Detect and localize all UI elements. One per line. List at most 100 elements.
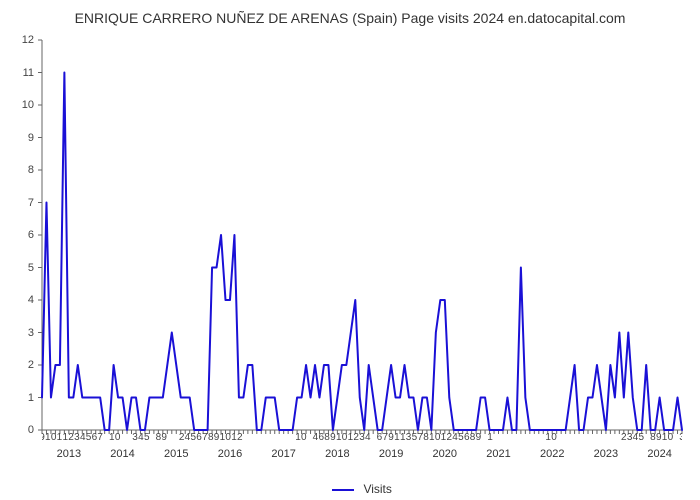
x-tick-label: 7 xyxy=(97,432,103,443)
x-year-label: 2023 xyxy=(594,448,618,460)
y-tick-label: 4 xyxy=(28,294,34,306)
x-tick-label: 9 xyxy=(214,432,220,443)
x-tick-label: 6 xyxy=(196,432,202,443)
x-tick-label: 8 xyxy=(650,432,656,443)
legend-label: Visits xyxy=(363,482,391,496)
x-tick-label: 6 xyxy=(318,432,324,443)
legend-swatch xyxy=(332,489,354,491)
x-tick-label: 4 xyxy=(313,432,319,443)
y-tick-label: 9 xyxy=(28,132,34,144)
x-tick-label: 5 xyxy=(86,432,92,443)
x-tick-label: 1 xyxy=(109,432,115,443)
x-tick-label: 8 xyxy=(423,432,429,443)
x-tick-label: 0 xyxy=(551,432,557,443)
x-tick-label: 1 xyxy=(336,432,342,443)
x-tick-label: 1 xyxy=(429,432,435,443)
x-tick-label: 7 xyxy=(382,432,388,443)
x-tick-label: 4 xyxy=(80,432,86,443)
chart-svg xyxy=(42,40,682,430)
x-tick-label: 8 xyxy=(324,432,330,443)
x-tick-label: 1 xyxy=(400,432,406,443)
x-minor-ticks: 9101123456710345892456789101210468910123… xyxy=(42,432,682,446)
x-tick-label: 1 xyxy=(231,432,237,443)
x-tick-label: 9 xyxy=(656,432,662,443)
x-tick-label: 2 xyxy=(353,432,359,443)
x-tick-label: 1 xyxy=(662,432,668,443)
x-tick-label: 1 xyxy=(487,432,493,443)
x-tick-label: 5 xyxy=(412,432,418,443)
x-tick-label: 0 xyxy=(435,432,441,443)
x-tick-label: 0 xyxy=(668,432,674,443)
x-tick-label: 5 xyxy=(190,432,196,443)
x-tick-label: 4 xyxy=(633,432,639,443)
x-tick-label: 2 xyxy=(621,432,627,443)
x-tick-label: 2 xyxy=(446,432,452,443)
x-tick-label: 0 xyxy=(115,432,121,443)
y-tick-label: 11 xyxy=(23,67,34,79)
y-tick-label: 1 xyxy=(28,392,34,404)
x-year-label: 2020 xyxy=(433,448,457,460)
x-tick-label: 3 xyxy=(74,432,80,443)
x-tick-label: 1 xyxy=(295,432,301,443)
y-tick-label: 2 xyxy=(28,359,34,371)
x-tick-label: 1 xyxy=(545,432,551,443)
x-tick-label: 2 xyxy=(237,432,243,443)
x-tick-label: 1 xyxy=(62,432,68,443)
chart-container: ENRIQUE CARRERO NUÑEZ DE ARENAS (Spain) … xyxy=(0,0,700,500)
x-tick-label: 5 xyxy=(458,432,464,443)
x-tick-label: 5 xyxy=(638,432,644,443)
x-axis-labels: 9101123456710345892456789101210468910123… xyxy=(42,432,682,472)
x-tick-label: 1 xyxy=(441,432,447,443)
x-year-label: 2024 xyxy=(647,448,671,460)
x-tick-label: 6 xyxy=(464,432,470,443)
x-tick-label: 5 xyxy=(144,432,150,443)
y-tick-label: 8 xyxy=(28,164,34,176)
x-tick-label: 8 xyxy=(470,432,476,443)
x-tick-label: 9 xyxy=(476,432,482,443)
x-tick-label: 9 xyxy=(161,432,167,443)
x-year-label: 2013 xyxy=(57,448,81,460)
x-tick-label: 3 xyxy=(679,432,682,443)
y-tick-label: 5 xyxy=(28,262,34,274)
x-tick-label: 3 xyxy=(132,432,138,443)
x-tick-label: 3 xyxy=(627,432,633,443)
y-tick-label: 0 xyxy=(28,424,34,436)
x-year-label: 2016 xyxy=(218,448,242,460)
x-tick-label: 0 xyxy=(225,432,231,443)
x-tick-label: 0 xyxy=(51,432,57,443)
x-tick-label: 1 xyxy=(348,432,354,443)
x-tick-label: 1 xyxy=(45,432,51,443)
x-tick-label: 1 xyxy=(220,432,226,443)
x-tick-label: 3 xyxy=(359,432,365,443)
x-tick-label: 6 xyxy=(92,432,98,443)
y-tick-label: 10 xyxy=(22,99,34,111)
y-tick-label: 12 xyxy=(22,34,34,46)
x-year-label: 2015 xyxy=(164,448,188,460)
x-tick-label: 9 xyxy=(388,432,394,443)
x-year-label: 2014 xyxy=(110,448,134,460)
x-year-label: 2017 xyxy=(271,448,295,460)
x-tick-label: 9 xyxy=(330,432,336,443)
x-tick-label: 4 xyxy=(452,432,458,443)
x-tick-label: 7 xyxy=(202,432,208,443)
x-tick-label: 3 xyxy=(406,432,412,443)
legend: Visits xyxy=(42,482,682,496)
chart-title: ENRIQUE CARRERO NUÑEZ DE ARENAS (Spain) … xyxy=(0,0,700,26)
x-tick-label: 1 xyxy=(394,432,400,443)
x-year-label: 2018 xyxy=(325,448,349,460)
x-tick-label: 0 xyxy=(301,432,307,443)
y-tick-label: 3 xyxy=(28,327,34,339)
x-tick-label: 8 xyxy=(156,432,162,443)
plot-area xyxy=(42,40,682,430)
x-tick-label: 0 xyxy=(342,432,348,443)
x-tick-label: 7 xyxy=(417,432,423,443)
x-year-label: 2021 xyxy=(486,448,510,460)
y-tick-label: 6 xyxy=(28,229,34,241)
x-tick-label: 6 xyxy=(377,432,383,443)
x-tick-label: 2 xyxy=(68,432,74,443)
x-tick-label: 1 xyxy=(57,432,63,443)
x-year-label: 2019 xyxy=(379,448,403,460)
y-axis-labels: 0123456789101112 xyxy=(0,40,38,430)
x-tick-label: 4 xyxy=(138,432,144,443)
x-year-label: 2022 xyxy=(540,448,564,460)
